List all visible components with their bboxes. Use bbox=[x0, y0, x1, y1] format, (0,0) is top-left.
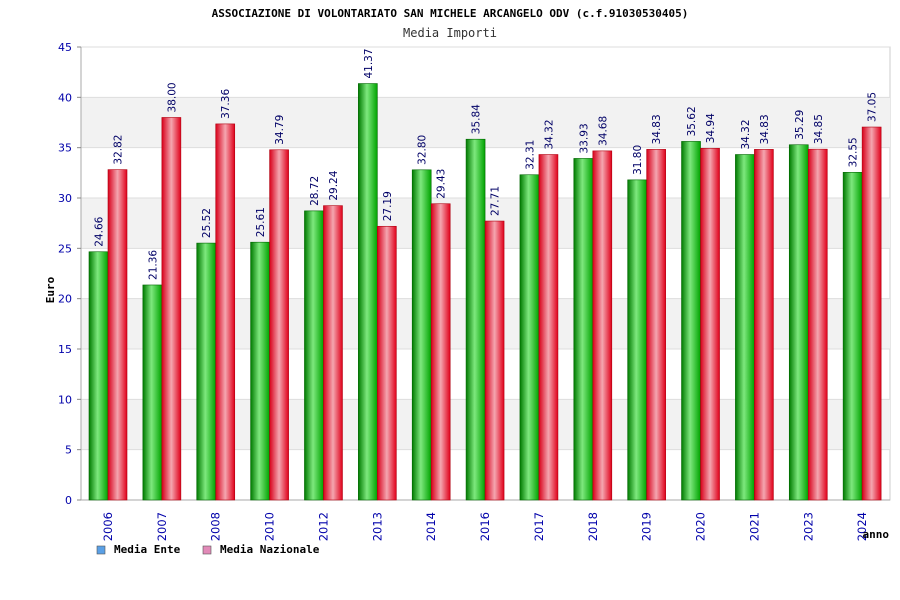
legend-swatch-media-nazionale bbox=[202, 545, 212, 555]
chart-title: ASSOCIAZIONE DI VOLONTARIATO SAN MICHELE… bbox=[212, 7, 689, 20]
data-label: 29.43 bbox=[436, 169, 448, 199]
bar-media-ente-2007 bbox=[142, 284, 163, 501]
x-tick-label: 2016 bbox=[478, 512, 492, 541]
bar-media-ente-2021 bbox=[735, 154, 755, 501]
x-tick-label: 2012 bbox=[316, 512, 330, 541]
data-label: 27.19 bbox=[382, 191, 394, 221]
data-label: 34.68 bbox=[597, 116, 609, 146]
bar-media-ente-2016 bbox=[465, 138, 486, 501]
y-tick-label: 20 bbox=[58, 293, 72, 306]
bar-media-nazionale-2010 bbox=[269, 149, 289, 501]
x-tick-label: 2013 bbox=[370, 512, 384, 541]
bar-media-ente-2024 bbox=[842, 172, 863, 501]
data-label: 25.52 bbox=[201, 208, 213, 238]
y-tick-label: 0 bbox=[65, 494, 72, 507]
bar-media-ente-2013 bbox=[358, 83, 378, 501]
x-tick-label: 2020 bbox=[694, 512, 708, 541]
data-label: 25.61 bbox=[255, 207, 267, 237]
data-label: 28.72 bbox=[309, 176, 321, 206]
x-tick-label: 2008 bbox=[209, 512, 223, 541]
bar-media-nazionale-2021 bbox=[754, 149, 774, 501]
bar-media-ente-2012 bbox=[304, 210, 324, 501]
bar-media-ente-2008 bbox=[196, 242, 217, 501]
x-tick-label: 2024 bbox=[855, 512, 869, 541]
bar-media-nazionale-2016 bbox=[484, 220, 505, 501]
data-label: 41.37 bbox=[363, 48, 375, 78]
bar-media-ente-2018 bbox=[573, 158, 594, 501]
y-tick-label: 30 bbox=[58, 192, 72, 205]
data-label: 34.83 bbox=[759, 114, 771, 144]
bar-media-ente-2006 bbox=[88, 251, 109, 501]
bars bbox=[88, 83, 882, 501]
data-label: 29.24 bbox=[328, 170, 340, 200]
data-label: 33.93 bbox=[578, 123, 590, 153]
x-tick-label: 2018 bbox=[586, 512, 600, 541]
x-tick-label: 2007 bbox=[155, 512, 169, 541]
data-label: 37.36 bbox=[220, 89, 232, 119]
data-label: 34.32 bbox=[740, 119, 752, 149]
bar-media-nazionale-2024 bbox=[861, 126, 882, 501]
data-label: 34.83 bbox=[651, 114, 663, 144]
bar-media-nazionale-2019 bbox=[646, 149, 666, 501]
x-tick-label: 2023 bbox=[801, 512, 815, 541]
data-label: 37.05 bbox=[867, 92, 879, 122]
data-label: 32.82 bbox=[113, 135, 125, 165]
y-tick-label: 5 bbox=[65, 444, 72, 457]
data-label: 34.79 bbox=[274, 115, 286, 145]
data-label: 27.71 bbox=[490, 186, 502, 216]
bar-media-nazionale-2013 bbox=[377, 225, 397, 501]
bar-media-nazionale-2007 bbox=[161, 117, 182, 501]
x-tick-label: 2019 bbox=[640, 512, 654, 541]
x-tick-label: 2010 bbox=[263, 512, 277, 541]
x-tick-label: 2021 bbox=[747, 512, 761, 541]
bar-media-nazionale-2018 bbox=[592, 150, 613, 501]
x-axis-ticks: 2006 2007 2008 2010 2012 2013 2014 2016 2017 2018… bbox=[101, 512, 869, 541]
bar-media-ente-2023 bbox=[788, 144, 809, 501]
x-tick-label: 2017 bbox=[532, 512, 546, 541]
data-label: 32.31 bbox=[524, 140, 536, 170]
data-label: 21.36 bbox=[147, 250, 159, 280]
data-label: 34.32 bbox=[543, 119, 555, 149]
data-label: 35.84 bbox=[471, 104, 483, 134]
x-axis-label: anno bbox=[863, 528, 890, 541]
x-tick-label: 2006 bbox=[101, 512, 115, 541]
y-tick-label: 10 bbox=[58, 393, 72, 406]
bar-media-ente-2020 bbox=[681, 141, 701, 501]
bar-media-ente-2014 bbox=[411, 169, 432, 501]
data-label: 31.80 bbox=[632, 145, 644, 175]
bar-media-ente-2019 bbox=[627, 179, 647, 501]
bar-media-nazionale-2017 bbox=[538, 154, 559, 501]
data-label: 38.00 bbox=[166, 82, 178, 112]
bar-media-nazionale-2023 bbox=[807, 148, 828, 501]
legend-swatch-media-ente bbox=[96, 545, 106, 555]
legend-label-media-ente: Media Ente bbox=[114, 543, 181, 556]
bar-media-ente-2010 bbox=[250, 241, 270, 501]
data-label: 34.94 bbox=[705, 113, 717, 143]
legend-label-media-nazionale: Media Nazionale bbox=[220, 543, 320, 556]
data-label: 32.55 bbox=[848, 137, 860, 167]
bar-media-ente-2017 bbox=[519, 174, 540, 501]
data-label: 35.62 bbox=[686, 106, 698, 136]
bar-media-nazionale-2008 bbox=[215, 123, 236, 501]
data-labels: 24.66 32.82 21.36 38.00 25.52 37.36 25.61 34.79… bbox=[94, 48, 879, 279]
data-label: 34.85 bbox=[813, 114, 825, 144]
chart-subtitle: Media Importi bbox=[403, 26, 497, 40]
data-label: 35.29 bbox=[794, 110, 806, 140]
legend: Media Ente Media Nazionale bbox=[96, 543, 320, 556]
bar-media-nazionale-2020 bbox=[700, 147, 720, 501]
x-tick-label: 2014 bbox=[424, 512, 438, 541]
y-tick-label: 40 bbox=[58, 91, 72, 104]
data-label: 24.66 bbox=[94, 216, 106, 246]
y-axis-label: Euro bbox=[44, 276, 57, 303]
bar-media-nazionale-2006 bbox=[107, 169, 128, 501]
y-tick-label: 45 bbox=[58, 41, 72, 54]
y-tick-label: 15 bbox=[58, 343, 72, 356]
bar-media-nazionale-2012 bbox=[323, 205, 343, 501]
data-label: 32.80 bbox=[417, 135, 429, 165]
bar-media-nazionale-2014 bbox=[430, 203, 451, 501]
y-axis-ticks: 0 5 10 15 20 25 30 35 40 45 bbox=[58, 41, 81, 507]
y-tick-label: 25 bbox=[58, 242, 72, 255]
y-tick-label: 35 bbox=[58, 142, 72, 155]
